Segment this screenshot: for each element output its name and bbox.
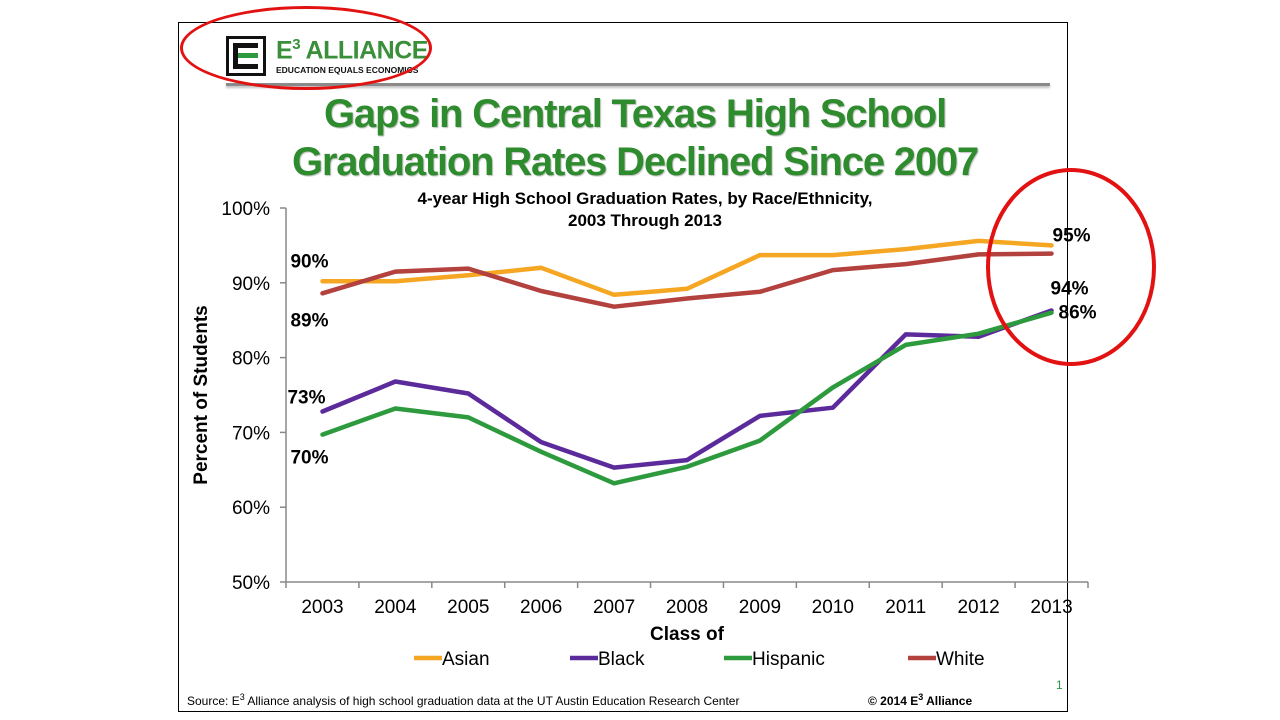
copyright: © 2014 E3 Alliance bbox=[868, 692, 973, 708]
chart-title: 4-year High School Graduation Rates, by … bbox=[417, 189, 873, 230]
y-tick-label: 70% bbox=[232, 423, 270, 444]
x-tick-label: 2004 bbox=[374, 597, 417, 618]
y-axis-title: Percent of Students bbox=[191, 305, 212, 484]
legend-label: Asian bbox=[442, 649, 490, 670]
x-tick-label: 2012 bbox=[957, 597, 999, 618]
logo-highlight-circle bbox=[180, 6, 432, 90]
data-label: 70% bbox=[290, 448, 328, 469]
x-tick-label: 2010 bbox=[812, 597, 854, 618]
data-label: 90% bbox=[290, 251, 328, 272]
x-tick-label: 2013 bbox=[1030, 597, 1072, 618]
headline: Gaps in Central Texas High School Gradua… bbox=[292, 92, 979, 184]
x-tick-label: 2007 bbox=[593, 597, 635, 618]
x-tick-label: 2003 bbox=[301, 597, 343, 618]
x-axis-title: Class of bbox=[650, 624, 725, 645]
data-label: 89% bbox=[290, 310, 328, 331]
series-line-hispanic bbox=[320, 310, 1054, 486]
y-tick-label: 50% bbox=[232, 573, 270, 594]
x-tick-label: 2009 bbox=[739, 597, 781, 618]
source-note: Source: E3 Alliance analysis of high sch… bbox=[187, 692, 740, 708]
endpoint-highlight-circle bbox=[986, 168, 1156, 366]
header-rule bbox=[226, 83, 1050, 86]
series-line-white bbox=[320, 251, 1054, 309]
y-tick-label: 90% bbox=[232, 274, 270, 295]
y-tick-label: 60% bbox=[232, 498, 270, 519]
x-tick-label: 2005 bbox=[447, 597, 489, 618]
x-tick-label: 2006 bbox=[520, 597, 562, 618]
x-tick-label: 2011 bbox=[885, 597, 926, 618]
legend-label: Black bbox=[598, 649, 645, 670]
y-tick-label: 80% bbox=[232, 349, 270, 370]
series-line-black bbox=[320, 308, 1054, 470]
page-number: 1 bbox=[1056, 678, 1063, 692]
legend-label: White bbox=[936, 649, 985, 670]
slide-frame bbox=[178, 22, 1068, 712]
legend-label: Hispanic bbox=[752, 649, 825, 670]
series-line-asian bbox=[320, 238, 1054, 298]
y-tick-label: 100% bbox=[221, 199, 270, 220]
x-tick-label: 2008 bbox=[666, 597, 708, 618]
data-label: 73% bbox=[287, 387, 325, 408]
